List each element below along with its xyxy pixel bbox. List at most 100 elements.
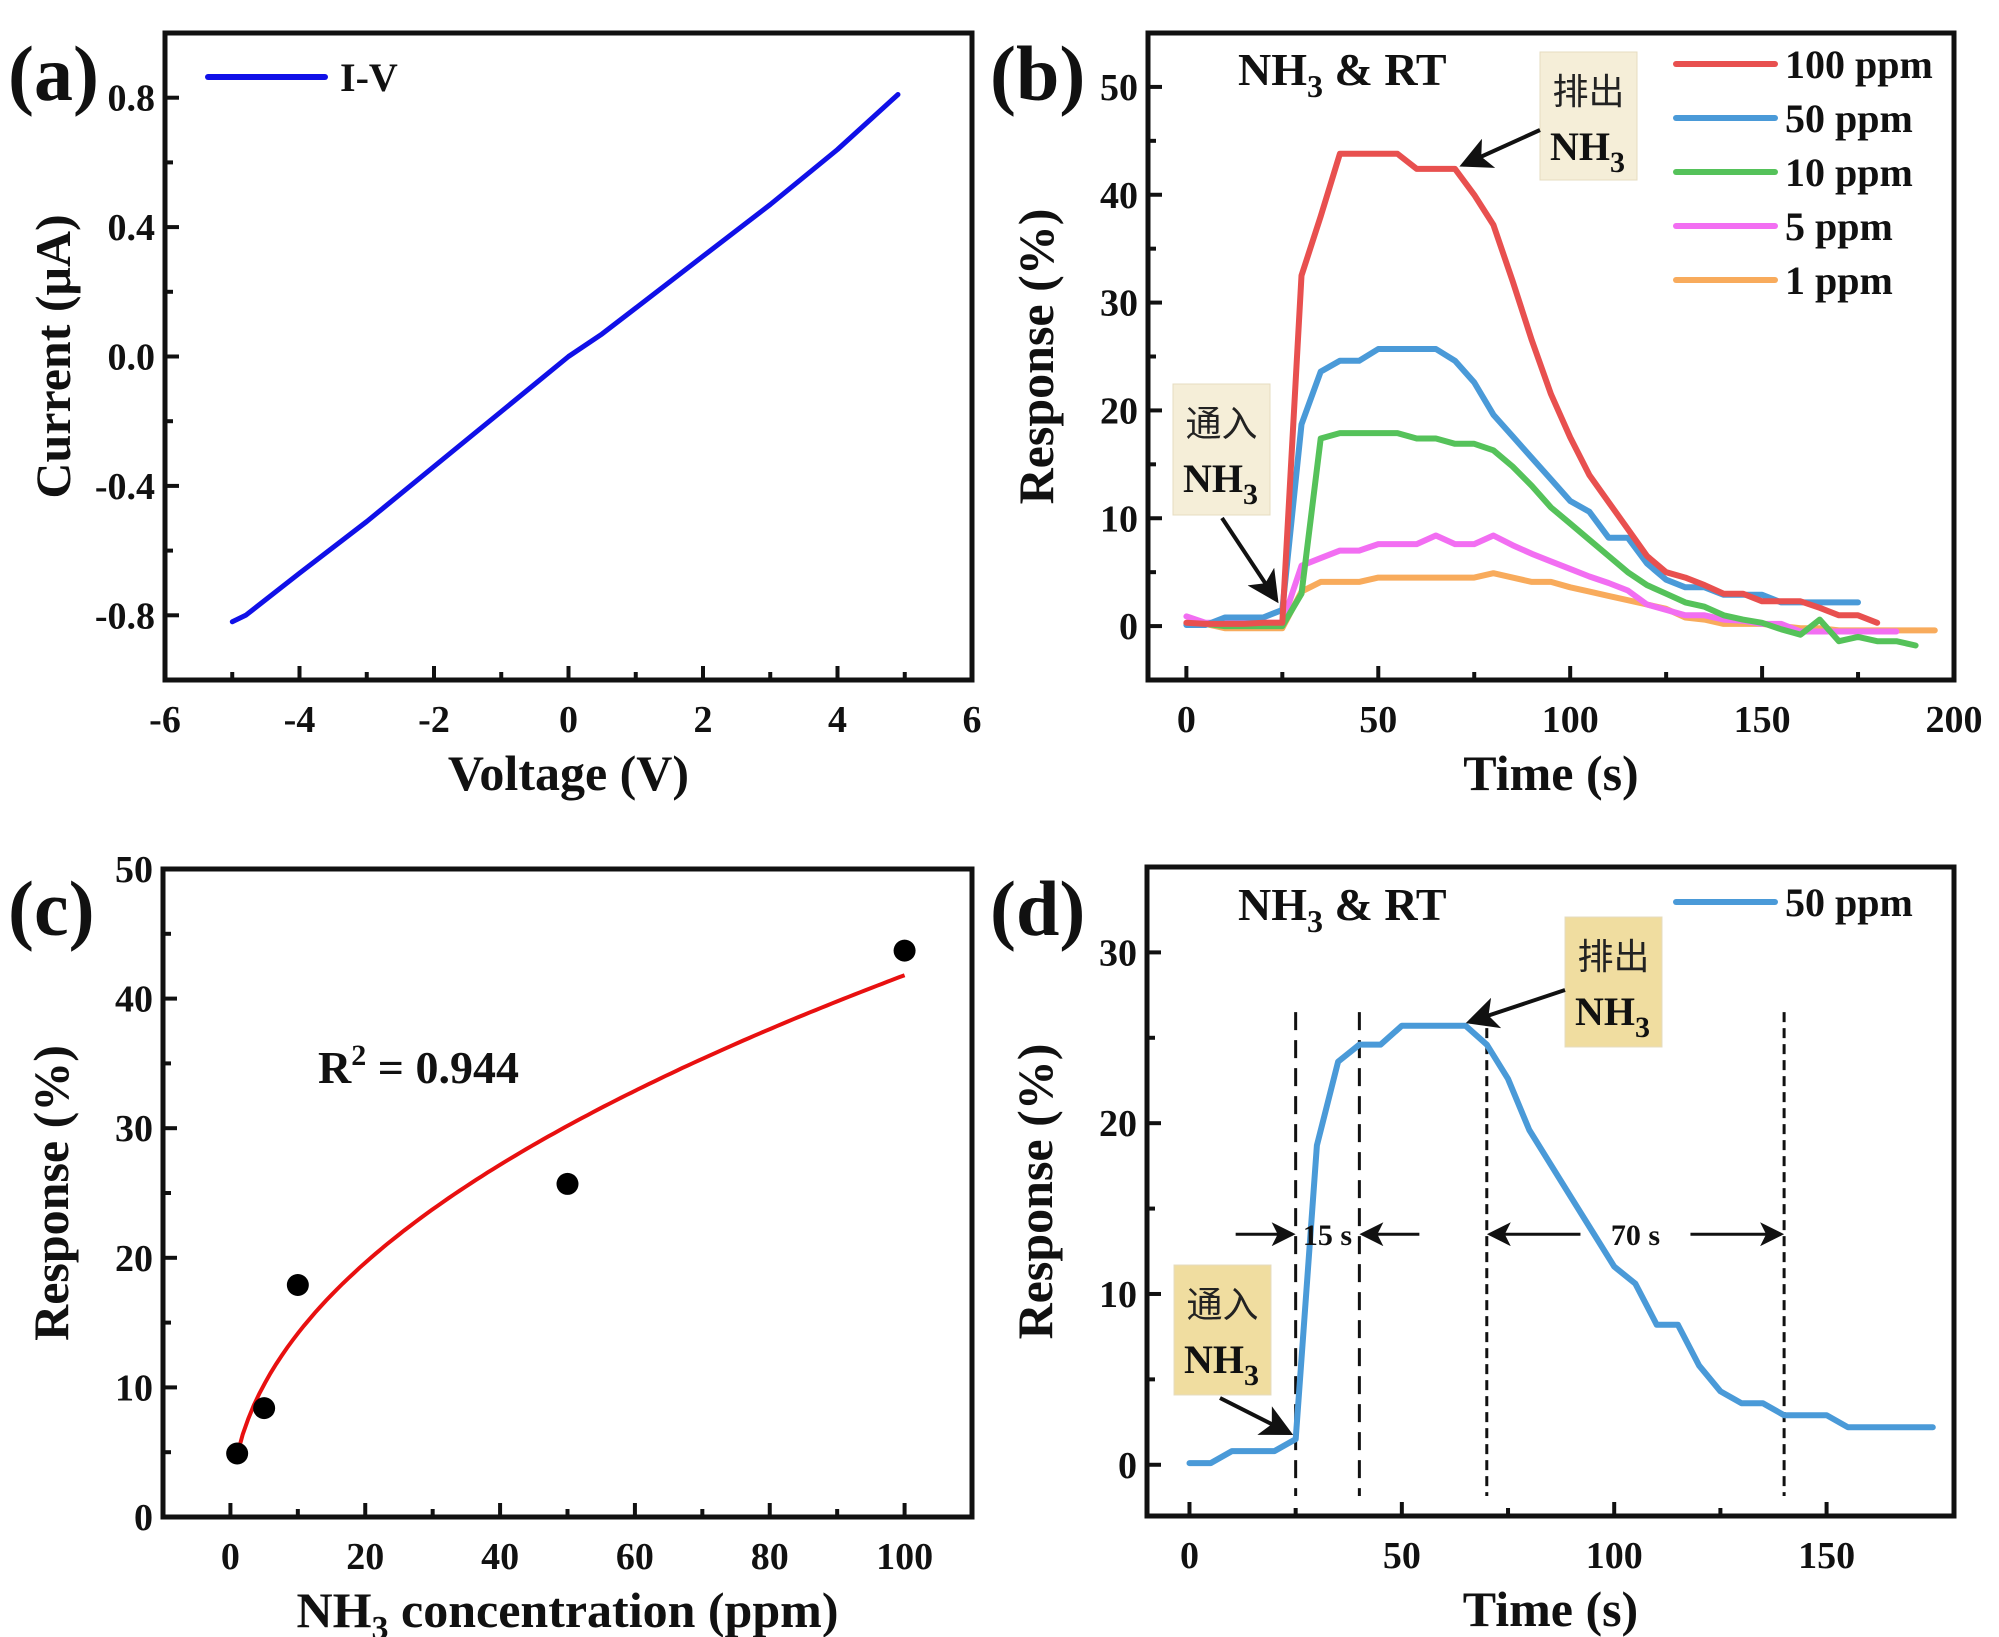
data-point — [556, 1172, 579, 1195]
fit-curve — [235, 973, 906, 1456]
y-tick-label: 30 — [1100, 283, 1138, 325]
r-squared-label: R2 = 0.944 — [318, 1039, 519, 1093]
y-tick-label: 0.4 — [108, 207, 156, 249]
interval-label-recovery: 70 s — [1611, 1219, 1660, 1252]
legend-label: 10 ppm — [1785, 150, 1913, 195]
panel-title-rest: & RT — [1323, 879, 1447, 930]
axes-frame — [1144, 864, 1957, 1519]
y-axis-title: Current (μA) — [25, 214, 81, 498]
y-tick-label: -0.8 — [95, 595, 155, 637]
series-line-i-v — [229, 92, 901, 625]
data-point — [226, 1442, 249, 1465]
x-tick-label: 40 — [481, 1536, 519, 1578]
x-axis-title-rest: concentration (ppm) — [389, 1582, 839, 1637]
annotation-cjk-label: 排出 — [1552, 72, 1624, 113]
legend-label: 1 ppm — [1785, 258, 1893, 303]
panel-title: NH3 & RT — [1238, 879, 1447, 939]
subscript: 3 — [1610, 146, 1625, 179]
x-tick-label: 50 — [1383, 1535, 1421, 1577]
annotation-arrow — [1219, 1396, 1294, 1435]
subscript: 3 — [1244, 1359, 1259, 1392]
x-tick-label: -4 — [284, 699, 316, 741]
panel-c-concentration-fit: 0 20 40 60 80 100 0 10 20 30 40 50 NH3 concentration… — [23, 849, 975, 1637]
x-tick-label: 60 — [616, 1536, 654, 1578]
y-tick-label: 10 — [115, 1367, 153, 1409]
y-tick-label: -0.4 — [95, 466, 155, 508]
annotation-box — [1173, 1264, 1272, 1396]
panel-title-rest: & RT — [1323, 44, 1447, 95]
subscript: 3 — [1307, 903, 1323, 939]
series-line-100-ppm — [1183, 150, 1881, 627]
annotation-cjk-label: 通入 — [1186, 1285, 1258, 1326]
y-axis-title: Response (%) — [1007, 1044, 1063, 1340]
annotation-cjk-label: 通入 — [1185, 404, 1257, 445]
r-squared-value: = 0.944 — [366, 1042, 519, 1093]
y-tick-label: 30 — [115, 1108, 153, 1150]
legend-label: 5 ppm — [1785, 204, 1893, 249]
panel-label-a: (a) — [8, 30, 99, 117]
x-tick-label: 20 — [346, 1536, 384, 1578]
series-line-10-ppm — [1183, 430, 1919, 649]
x-tick-label: 80 — [751, 1536, 789, 1578]
annotation-box — [1172, 383, 1271, 516]
x-axis-title: NH3 concentration (ppm) — [297, 1582, 839, 1637]
y-tick-label: 0.8 — [108, 78, 156, 120]
legend-label-iv: I-V — [340, 55, 398, 100]
y-tick-label: 20 — [1099, 1103, 1137, 1145]
x-tick-label: 6 — [963, 699, 982, 741]
data-point — [286, 1274, 309, 1297]
annotation-box — [1564, 916, 1663, 1048]
legend-label: 50 ppm — [1785, 96, 1913, 141]
subscript: 3 — [1635, 1011, 1650, 1044]
y-axis-title: Response (%) — [23, 1045, 79, 1341]
x-axis-title: Time (s) — [1463, 745, 1638, 801]
x-tick-label: 2 — [694, 699, 713, 741]
y-tick-label: 10 — [1099, 1274, 1137, 1316]
superscript: 2 — [351, 1039, 366, 1072]
x-tick-label: 100 — [876, 1536, 933, 1578]
y-axis-title: Response (%) — [1008, 209, 1064, 505]
y-tick-label: 0 — [134, 1497, 153, 1539]
y-tick-label: 0.0 — [108, 337, 156, 379]
y-tick-label: 30 — [1099, 932, 1137, 974]
annotation-arrow — [1465, 988, 1566, 1029]
x-tick-label: 100 — [1586, 1535, 1643, 1577]
x-tick-label: 100 — [1542, 699, 1599, 741]
y-tick-label: 20 — [115, 1238, 153, 1280]
x-tick-label: 0 — [221, 1536, 240, 1578]
x-tick-label: -6 — [149, 699, 181, 741]
x-tick-label: 200 — [1926, 699, 1983, 741]
x-axis-title: Time (s) — [1463, 1581, 1638, 1637]
panel-label-c: (c) — [8, 865, 95, 952]
x-tick-label: -2 — [418, 699, 450, 741]
y-tick-label: 40 — [115, 979, 153, 1021]
x-tick-label: 0 — [1180, 1535, 1199, 1577]
x-tick-label: 4 — [828, 699, 847, 741]
annotation-arrow — [1220, 516, 1279, 604]
panel-title: NH3 & RT — [1238, 44, 1447, 104]
panel-label-b: (b) — [990, 30, 1085, 117]
y-tick-label: 20 — [1100, 390, 1138, 432]
panel-label-d: (d) — [990, 865, 1085, 952]
interval-label-rise: 15 s — [1303, 1219, 1352, 1252]
y-tick-label: 50 — [115, 849, 153, 891]
y-tick-label: 0 — [1119, 606, 1138, 648]
panel-b-response-curves: 0 50 100 150 200 0 10 20 30 40 50 Time (s) Response … — [1008, 30, 1983, 801]
y-tick-label: 50 — [1100, 67, 1138, 109]
legend-label: 50 ppm — [1785, 880, 1913, 925]
y-tick-label: 40 — [1100, 175, 1138, 217]
data-point — [893, 939, 916, 962]
legend-label: 100 ppm — [1785, 42, 1933, 87]
annotation-arrow — [1459, 128, 1541, 168]
x-tick-label: 50 — [1359, 699, 1397, 741]
y-tick-label: 0 — [1118, 1445, 1137, 1487]
panel-d-response-time: 0 50 100 150 0 10 20 30 Time (s) Response (%) NH3 … — [1007, 864, 1957, 1637]
x-axis-title: Voltage (V) — [448, 745, 689, 801]
annotation-cjk-label: 排出 — [1577, 937, 1649, 978]
subscript: 3 — [372, 1610, 389, 1637]
